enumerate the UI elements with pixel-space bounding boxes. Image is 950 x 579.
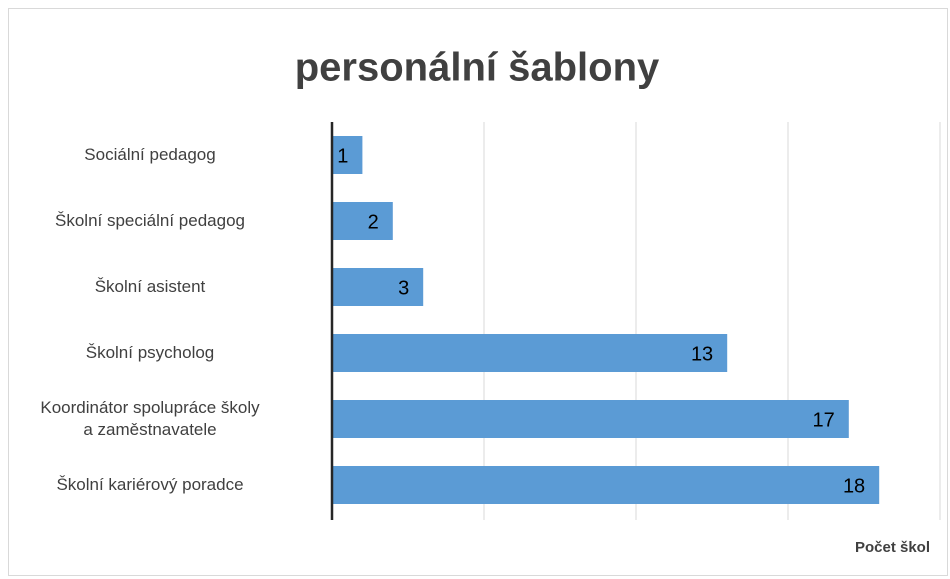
bar — [332, 136, 363, 174]
value-label: 2 — [368, 211, 379, 233]
bar — [332, 334, 728, 372]
value-label: 17 — [813, 409, 835, 431]
value-label: 1 — [337, 145, 348, 167]
y-tick-label: Školní speciální pedagog — [55, 211, 245, 230]
value-label: 13 — [691, 343, 713, 365]
x-axis-label: Počet škol — [855, 539, 930, 556]
y-tick-label: Koordinátor spolupráce školy a zaměstnav… — [40, 398, 260, 439]
bar — [332, 466, 880, 504]
value-label: 3 — [398, 277, 409, 299]
bar — [332, 400, 849, 438]
chart-title: personální šablony — [295, 46, 660, 90]
value-label: 18 — [843, 475, 865, 497]
y-tick-label: Sociální pedagog — [84, 145, 216, 164]
y-tick-label: Školní kariérový poradce — [56, 475, 244, 494]
y-tick-label: Školní asistent — [94, 277, 206, 296]
y-tick-label: Školní psycholog — [85, 343, 215, 362]
bar — [332, 268, 424, 306]
bar — [332, 202, 393, 240]
